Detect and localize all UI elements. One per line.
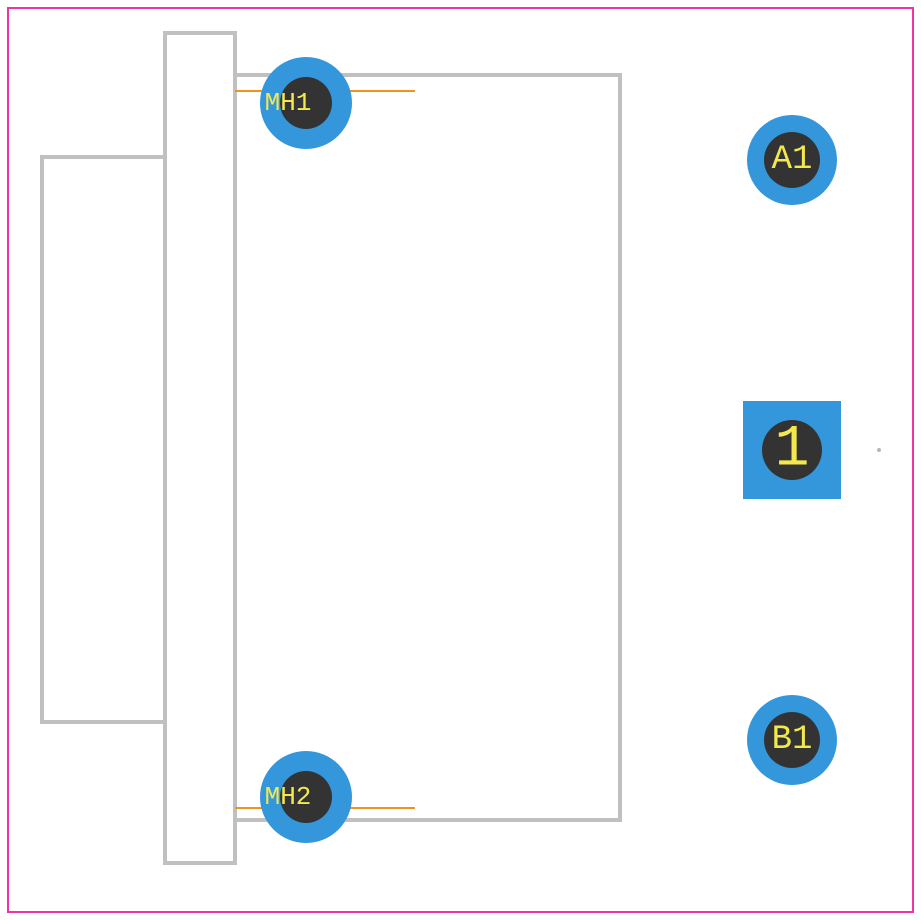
pad-A1-label: A1 — [772, 141, 813, 179]
pad-MH1: MH1 — [260, 57, 352, 149]
pad-MH2: MH2 — [260, 751, 352, 843]
origin-marker — [877, 448, 881, 452]
pad-B1-label: B1 — [772, 721, 813, 759]
pad-1: 1 — [743, 401, 841, 499]
pad-MH1-label: MH1 — [265, 88, 312, 118]
pad-MH2-label: MH2 — [265, 782, 312, 812]
pad-1-label: 1 — [775, 418, 810, 483]
pad-B1: B1 — [747, 695, 837, 785]
pad-A1: A1 — [747, 115, 837, 205]
